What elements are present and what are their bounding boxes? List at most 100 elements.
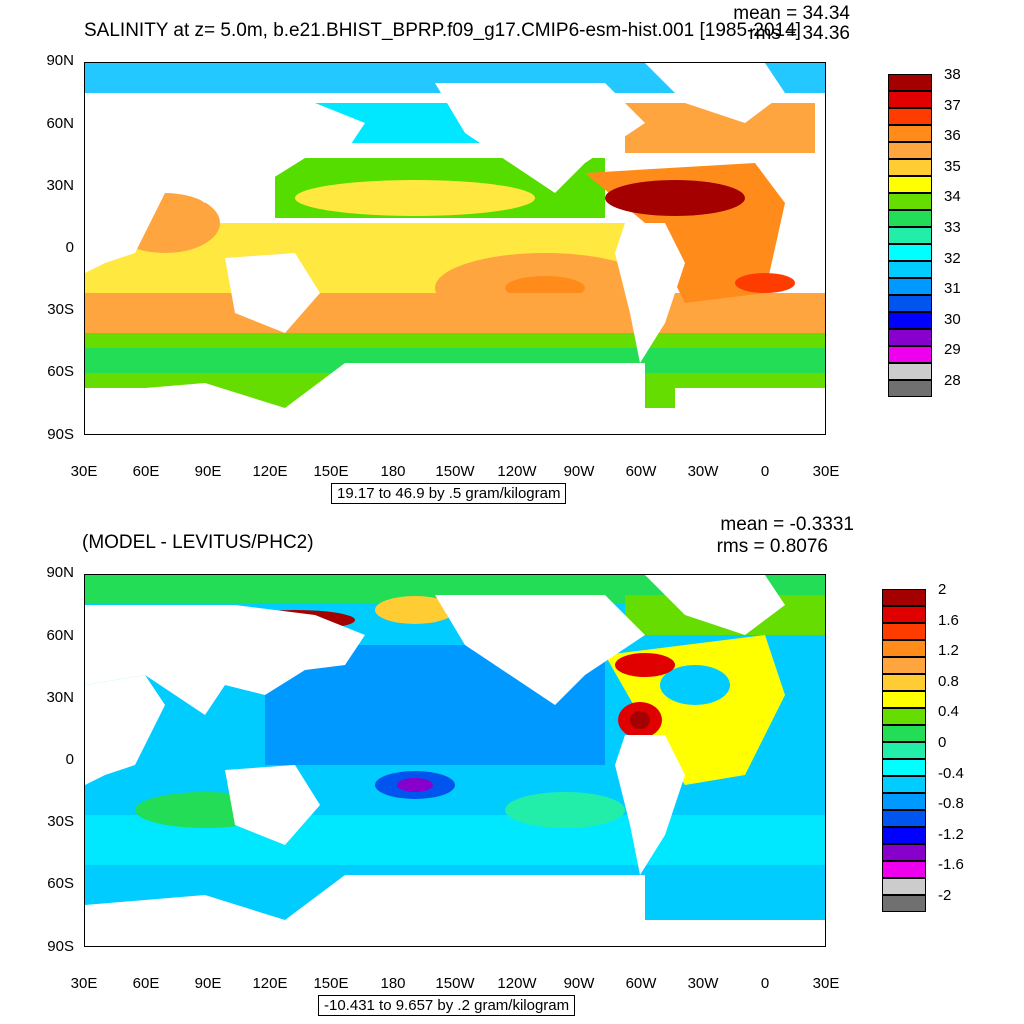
lon-label: 60W (625, 975, 657, 992)
lon-label: 30E (70, 463, 98, 480)
lon-label: 150E (313, 975, 349, 992)
colorbar-label: 0.4 (938, 703, 959, 721)
lon-label: 90W (563, 975, 595, 992)
lon-label: 60E (132, 975, 160, 992)
colorbar-label: -2 (938, 887, 952, 904)
colorbar-swatch (888, 363, 932, 380)
colorbar-label: -0.8 (938, 795, 964, 813)
mean-stat: mean = 34.34 (733, 3, 850, 24)
colorbar-swatch (888, 312, 932, 329)
colorbar-label: 31 (944, 280, 961, 298)
greenland-landmass (645, 575, 785, 635)
colorbar-swatch (882, 810, 926, 827)
colorbar-label: 28 (944, 372, 961, 389)
colorbar-label: 36 (944, 127, 961, 145)
salinity-panel: SALINITY at z= 5.0m, b.e21.BHIST_BPRP.f0… (46, 3, 961, 504)
colorbar-swatch (882, 657, 926, 674)
contour-caption: 19.17 to 46.9 by .5 gram/kilogram (331, 483, 567, 504)
colorbar-swatch (888, 159, 932, 176)
panel-title: (MODEL - LEVITUS/PHC2) (82, 532, 314, 553)
lon-label: 30W (687, 463, 719, 480)
lon-label: 120E (252, 463, 288, 480)
colorbar-swatch (888, 210, 932, 227)
lat-label: 90S (47, 426, 74, 443)
colorbar-swatch (882, 861, 926, 878)
lat-label: 30N (46, 689, 74, 706)
colorbar-label: 35 (944, 157, 961, 175)
colorbar-swatch (882, 776, 926, 793)
colorbar-swatch (882, 589, 926, 606)
colorbar-label: 37 (944, 96, 961, 114)
contour-caption: -10.431 to 9.657 by .2 gram/kilogram (318, 995, 576, 1016)
colorbar-swatch (882, 674, 926, 691)
colorbar-swatch (888, 142, 932, 159)
colorbar-label: 1.6 (938, 611, 959, 629)
colorbar-swatch (882, 878, 926, 895)
lat-label: 30S (47, 301, 74, 318)
south-america-landmass (615, 223, 685, 363)
colorbar-label: 38 (944, 66, 961, 83)
colorbar-swatch (888, 193, 932, 210)
eurasia-landmass (85, 93, 365, 203)
lon-label: 90W (563, 463, 595, 480)
colorbar-swatch (882, 606, 926, 623)
lon-label: 30E (812, 463, 840, 480)
colorbar-swatch (882, 895, 926, 912)
greenland-landmass (645, 63, 785, 123)
mean-stat: mean = -0.3331 (720, 514, 854, 535)
lon-label: 120E (252, 975, 288, 992)
colorbar-swatch (888, 74, 932, 91)
colorbar-swatch (888, 380, 932, 397)
lon-label: 150W (435, 463, 475, 480)
lon-label: 90E (194, 975, 222, 992)
lon-label: 150E (313, 463, 349, 480)
north-america-landmass (435, 83, 645, 193)
colorbar-label: 32 (944, 249, 961, 267)
colorbar-swatch (888, 176, 932, 193)
difference-map (84, 574, 826, 947)
lat-label: 60S (47, 875, 74, 892)
lon-label: 180 (380, 975, 406, 992)
difference-field (85, 575, 825, 946)
colorbar-swatch (882, 793, 926, 810)
colorbar-label: 33 (944, 219, 961, 236)
pacific-high-north (295, 180, 535, 216)
colorbar-swatch (882, 759, 926, 776)
lon-label: 30E (70, 975, 98, 992)
lon-label: 30W (687, 975, 719, 992)
colorbar-swatch (888, 244, 932, 261)
lon-label: 120W (497, 975, 537, 992)
lat-label: 0 (65, 239, 74, 256)
lon-label: 60E (132, 463, 160, 480)
lat-label: 90S (47, 938, 74, 955)
colorbar-label: 0 (938, 734, 947, 751)
lat-label: 90N (46, 52, 74, 69)
lat-label: 30S (47, 813, 74, 830)
colorbar-swatch (888, 108, 932, 125)
lon-label: 0 (760, 463, 770, 480)
colorbar-swatch (882, 623, 926, 640)
colorbar-label: 1.2 (938, 642, 959, 660)
colorbar-swatch (888, 278, 932, 295)
salinity-field (85, 63, 825, 434)
rms-stat: rms = 34.36 (749, 23, 850, 44)
colorbar-swatch (888, 91, 932, 108)
lon-label: 180 (380, 463, 406, 480)
rms-stat: rms = 0.8076 (716, 536, 828, 557)
difference-panel: (MODEL - LEVITUS/PHC2) mean = -0.3331 rm… (0, 512, 1024, 1024)
africa-landmass (85, 675, 165, 785)
lat-label: 90N (46, 564, 74, 581)
colorbar-swatch (882, 691, 926, 708)
colorbar-label: -1.2 (938, 825, 964, 843)
colorbar-swatch (882, 827, 926, 844)
colorbar-swatch (888, 329, 932, 346)
south-america-landmass (615, 735, 685, 875)
colorbar-swatch (888, 125, 932, 142)
lon-label: 60W (625, 463, 657, 480)
lat-label: 60N (46, 115, 74, 132)
lon-label: 150W (435, 975, 475, 992)
colorbar-label: 29 (944, 341, 961, 359)
lon-label: 30E (812, 975, 840, 992)
colorbar-label: 30 (944, 310, 961, 328)
colorbar-swatch (882, 640, 926, 657)
